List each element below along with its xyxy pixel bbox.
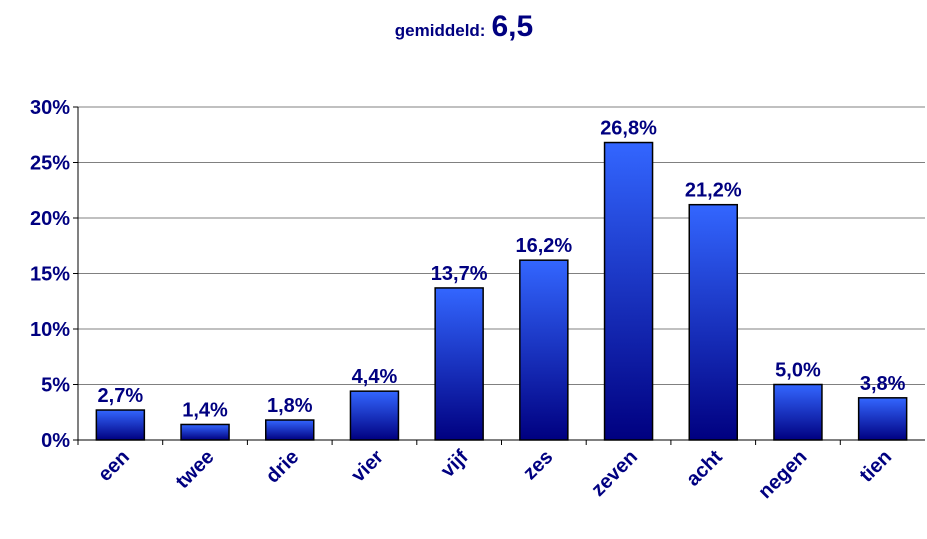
data-label: 2,7% xyxy=(98,385,144,407)
bar xyxy=(603,141,654,441)
y-tick-label: 10% xyxy=(30,319,70,341)
y-tick-label: 25% xyxy=(30,153,70,175)
y-tick-label: 0% xyxy=(41,430,70,452)
y-tick-label: 20% xyxy=(30,208,70,230)
x-tick-label: acht xyxy=(682,446,727,491)
data-label: 3,8% xyxy=(860,373,906,395)
data-label: 13,7% xyxy=(431,263,488,285)
bar xyxy=(773,383,823,441)
bar xyxy=(265,419,315,441)
title-value: 6,5 xyxy=(491,10,533,43)
bar xyxy=(857,397,908,441)
bar xyxy=(519,259,569,441)
bar xyxy=(180,423,230,441)
data-label: 5,0% xyxy=(775,360,821,382)
chart-title: gemiddeld: 6,5 xyxy=(395,10,533,43)
x-tick-label: vier xyxy=(347,446,388,487)
data-label: 16,2% xyxy=(515,235,572,257)
bar xyxy=(95,409,146,441)
y-tick-label: 5% xyxy=(41,375,70,397)
x-tick-label: een xyxy=(94,446,134,486)
x-tick-label: tien xyxy=(855,446,896,487)
y-tick-label: 30% xyxy=(30,97,70,119)
x-tick-label: zes xyxy=(519,446,557,484)
bar xyxy=(688,203,738,441)
x-tick-label: negen xyxy=(754,446,811,503)
x-tick-label: drie xyxy=(262,446,303,487)
x-tick-label: twee xyxy=(172,446,219,493)
data-label: 21,2% xyxy=(685,180,742,202)
data-label: 4,4% xyxy=(352,366,398,388)
data-label: 1,8% xyxy=(267,395,313,417)
bar xyxy=(434,287,484,441)
bar xyxy=(349,390,400,441)
data-label: 26,8% xyxy=(600,118,657,140)
x-tick-label: zeven xyxy=(587,446,642,501)
x-tick-label: vijf xyxy=(437,446,473,482)
y-tick-label: 15% xyxy=(30,264,70,286)
data-label: 1,4% xyxy=(182,399,228,421)
title-label: gemiddeld: xyxy=(395,21,486,40)
